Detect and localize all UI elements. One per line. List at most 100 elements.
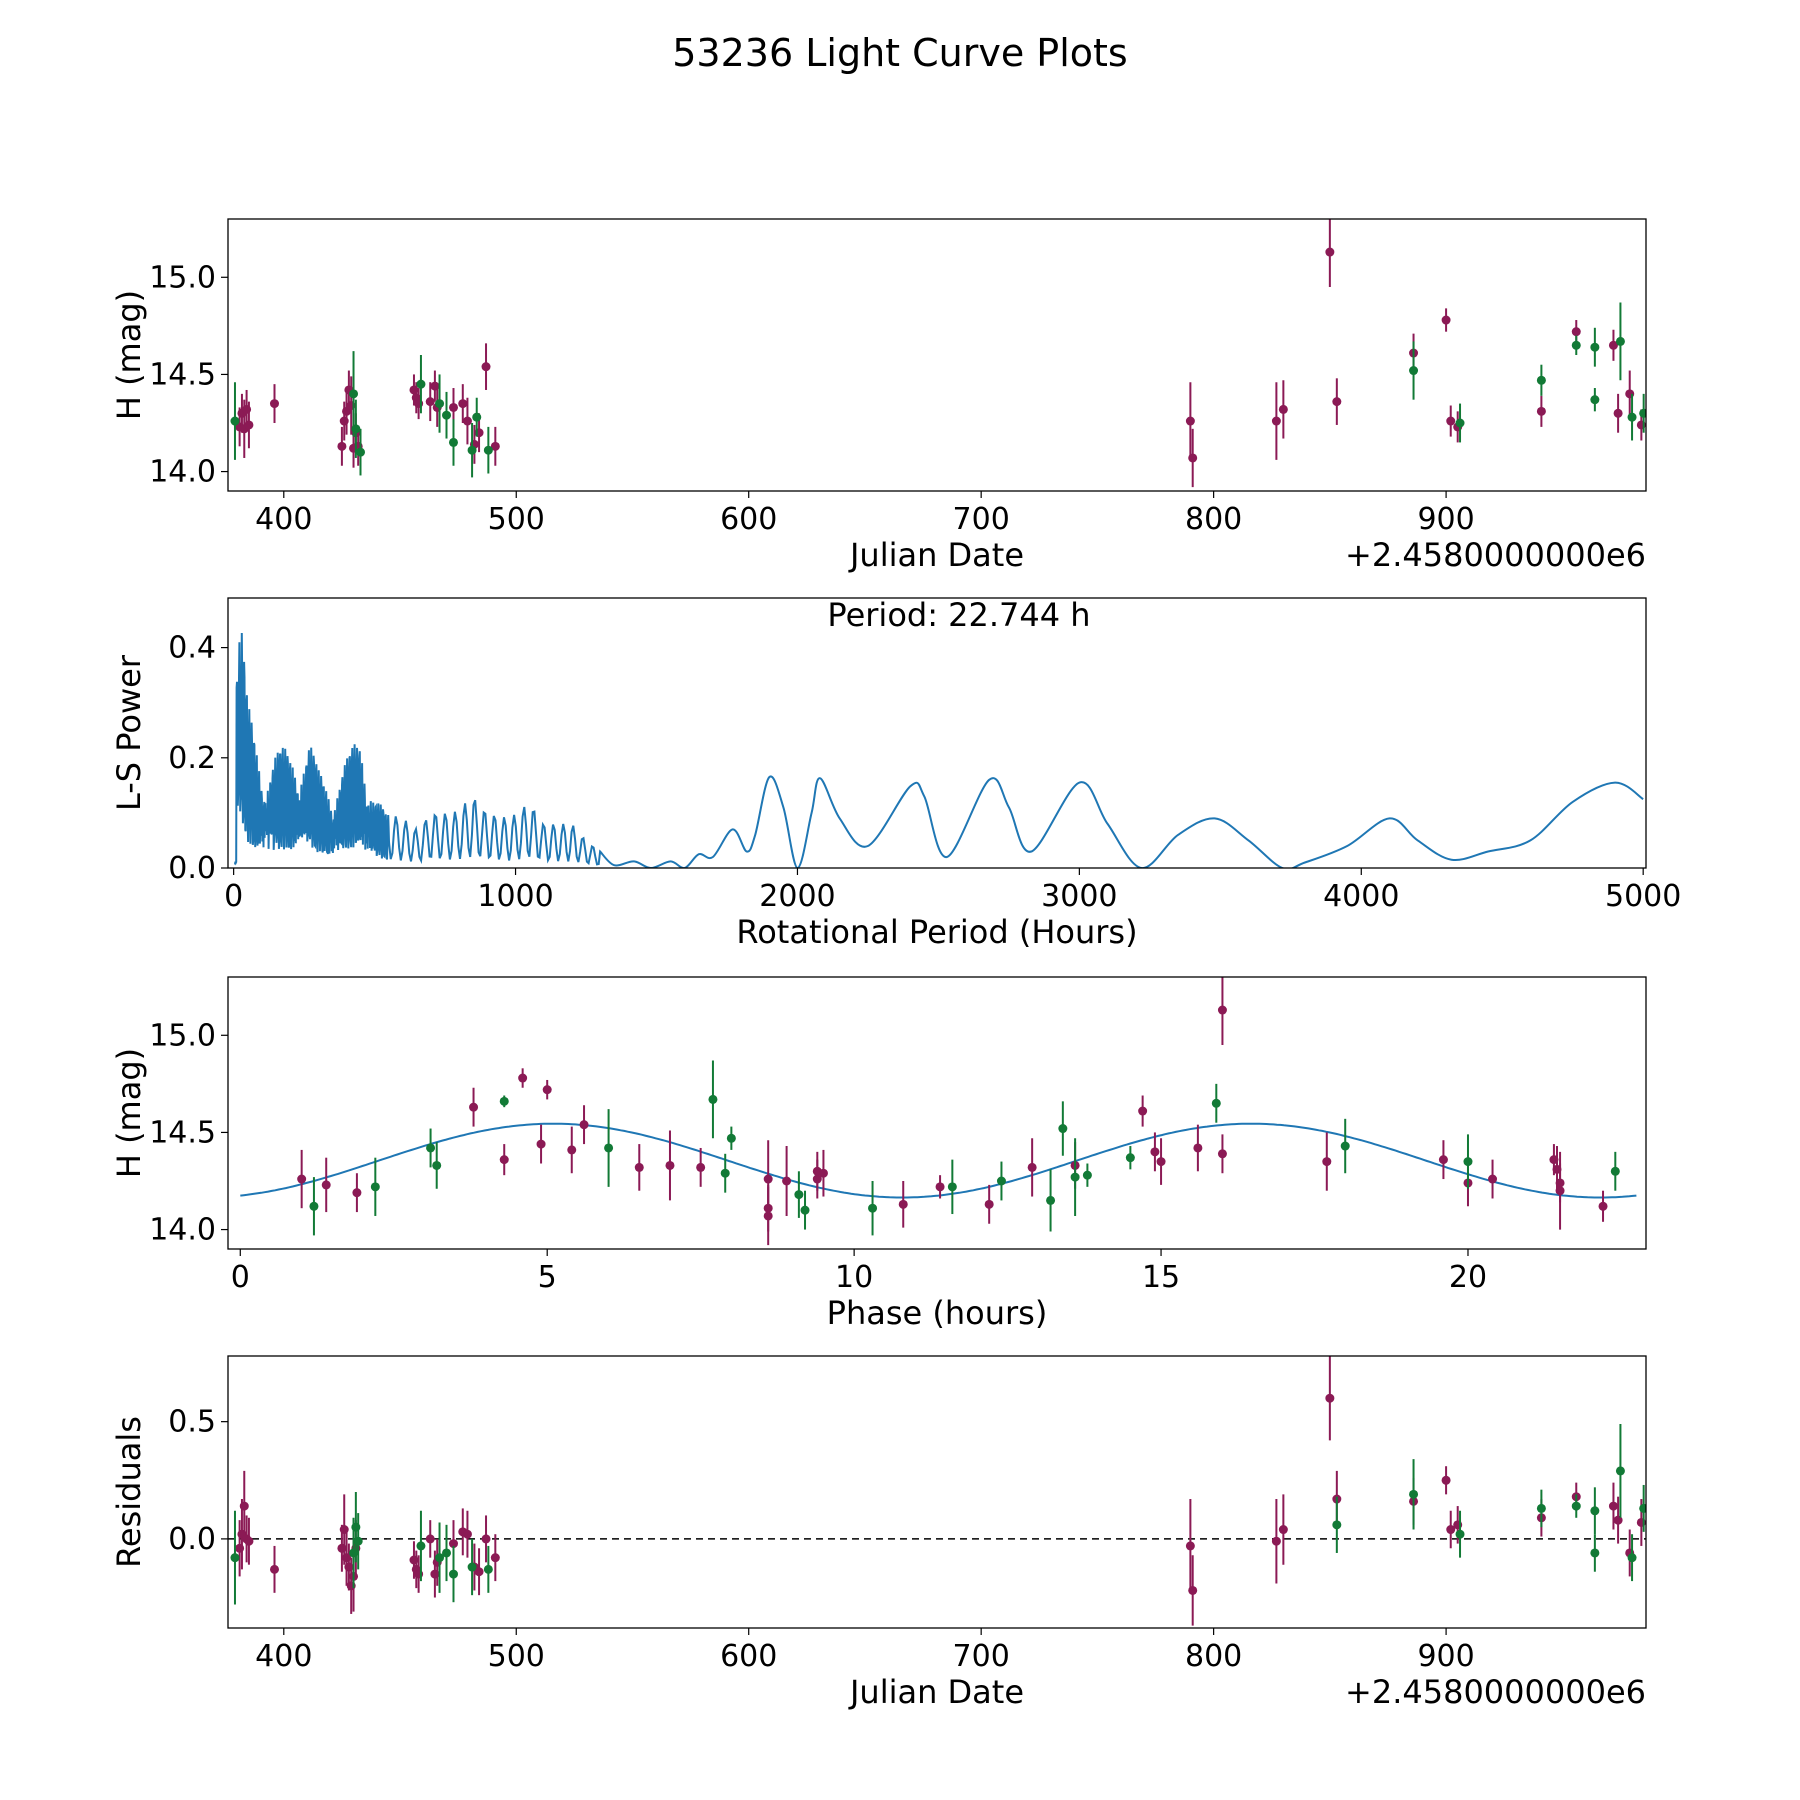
data-point (1271, 416, 1281, 426)
data-point (462, 1529, 472, 1539)
x-tick-label: 900 (1417, 1639, 1474, 1674)
data-point (1608, 340, 1618, 350)
data-point (1217, 1005, 1227, 1015)
data-point (481, 362, 491, 372)
data-point (1608, 1501, 1618, 1511)
y-tick-label: 14.5 (149, 1115, 216, 1150)
data-point (634, 1162, 644, 1172)
data-point (352, 1188, 362, 1198)
data-point (1441, 1475, 1451, 1485)
plot-area-residuals (228, 1356, 1646, 1626)
x-tick-label: 700 (953, 1639, 1010, 1674)
data-point (337, 441, 347, 451)
data-point (448, 1569, 458, 1579)
y-tick-label: 0.5 (168, 1405, 216, 1440)
data-point (1615, 336, 1625, 346)
data-point (1188, 453, 1198, 463)
data-point (818, 1168, 828, 1178)
data-point (604, 1143, 614, 1153)
x-tick-label: 0 (224, 879, 243, 914)
data-point (1325, 1393, 1335, 1403)
x-tick-label: 800 (1185, 1639, 1242, 1674)
data-point (1627, 412, 1637, 422)
figure-title: 53236 Light Curve Plots (672, 31, 1127, 75)
data-point (1332, 397, 1342, 407)
y-tick-label: 0.2 (168, 741, 216, 776)
data-point (353, 1536, 363, 1546)
data-point (483, 1564, 493, 1574)
x-tick-label: 3000 (1041, 879, 1117, 914)
data-point (1156, 1157, 1166, 1167)
data-point (1217, 1149, 1227, 1159)
data-point (800, 1205, 810, 1215)
x-tick-label: 600 (720, 1639, 777, 1674)
data-point (1325, 247, 1335, 257)
data-point (518, 1073, 528, 1083)
data-point (1438, 1155, 1448, 1165)
data-point (1409, 1489, 1419, 1499)
data-point (483, 445, 493, 455)
data-point (244, 420, 254, 430)
y-tick-label: 14.0 (149, 1213, 216, 1248)
x-tick-label: 5000 (1605, 879, 1681, 914)
y-tick-label: 0.0 (168, 851, 216, 886)
data-point (763, 1174, 773, 1184)
data-point (230, 416, 240, 426)
data-point (1278, 1525, 1288, 1535)
x-tick-label: 5 (538, 1260, 557, 1295)
data-point (1211, 1098, 1221, 1108)
data-point (1332, 1520, 1342, 1530)
data-point (432, 1160, 442, 1170)
data-point (490, 1553, 500, 1563)
data-point (448, 402, 458, 412)
data-point (1590, 1548, 1600, 1558)
x-offset-label: +2.4580000000e6 (1345, 536, 1646, 574)
y-tick-label: 15.0 (149, 260, 216, 295)
plot-area-periodogram (234, 632, 1644, 868)
data-point (309, 1201, 319, 1211)
data-point (297, 1174, 307, 1184)
data-point (467, 1562, 477, 1572)
data-point (782, 1176, 792, 1186)
data-point (1150, 1147, 1160, 1157)
data-point (1598, 1201, 1608, 1211)
y-tick-label: 14.0 (149, 455, 216, 490)
data-point (1185, 416, 1195, 426)
data-point (794, 1190, 804, 1200)
data-point (499, 1096, 509, 1106)
x-tick-label: 20 (1449, 1260, 1487, 1295)
data-point (984, 1199, 994, 1209)
data-point (1340, 1141, 1350, 1151)
data-point (1536, 1503, 1546, 1513)
x-tick-label: 1000 (477, 879, 553, 914)
data-point (1639, 1503, 1646, 1513)
data-point (1446, 1525, 1456, 1535)
data-point (1571, 327, 1581, 337)
data-point (1070, 1172, 1080, 1182)
data-point (416, 379, 426, 389)
y-axis-label: Residuals (110, 1416, 148, 1568)
data-point (1613, 408, 1623, 418)
data-point (474, 1567, 484, 1577)
data-point (448, 1539, 458, 1549)
data-point (726, 1133, 736, 1143)
x-tick-label: 700 (953, 502, 1010, 537)
model-curve (240, 1122, 1637, 1199)
data-point (425, 397, 435, 407)
data-point (898, 1199, 908, 1209)
data-point (665, 1160, 675, 1170)
x-axis-label: Rotational Period (Hours) (736, 913, 1137, 951)
panel-phasefold: 0 5 10 15 20 14.0 14.5 15.0 Phase (hours) H (mag) (110, 976, 1647, 1332)
x-tick-label: 2000 (759, 879, 835, 914)
x-tick-label: 400 (255, 1639, 312, 1674)
periodogram-line (234, 632, 1644, 868)
data-point (1046, 1195, 1056, 1205)
y-tick-label: 15.0 (149, 1018, 216, 1053)
x-tick-label: 400 (255, 502, 312, 537)
x-tick-label: 500 (488, 502, 545, 537)
y-tick-label: 0.4 (168, 631, 216, 666)
data-point (1058, 1124, 1068, 1134)
data-point (1613, 1515, 1623, 1525)
data-point (1082, 1170, 1092, 1180)
